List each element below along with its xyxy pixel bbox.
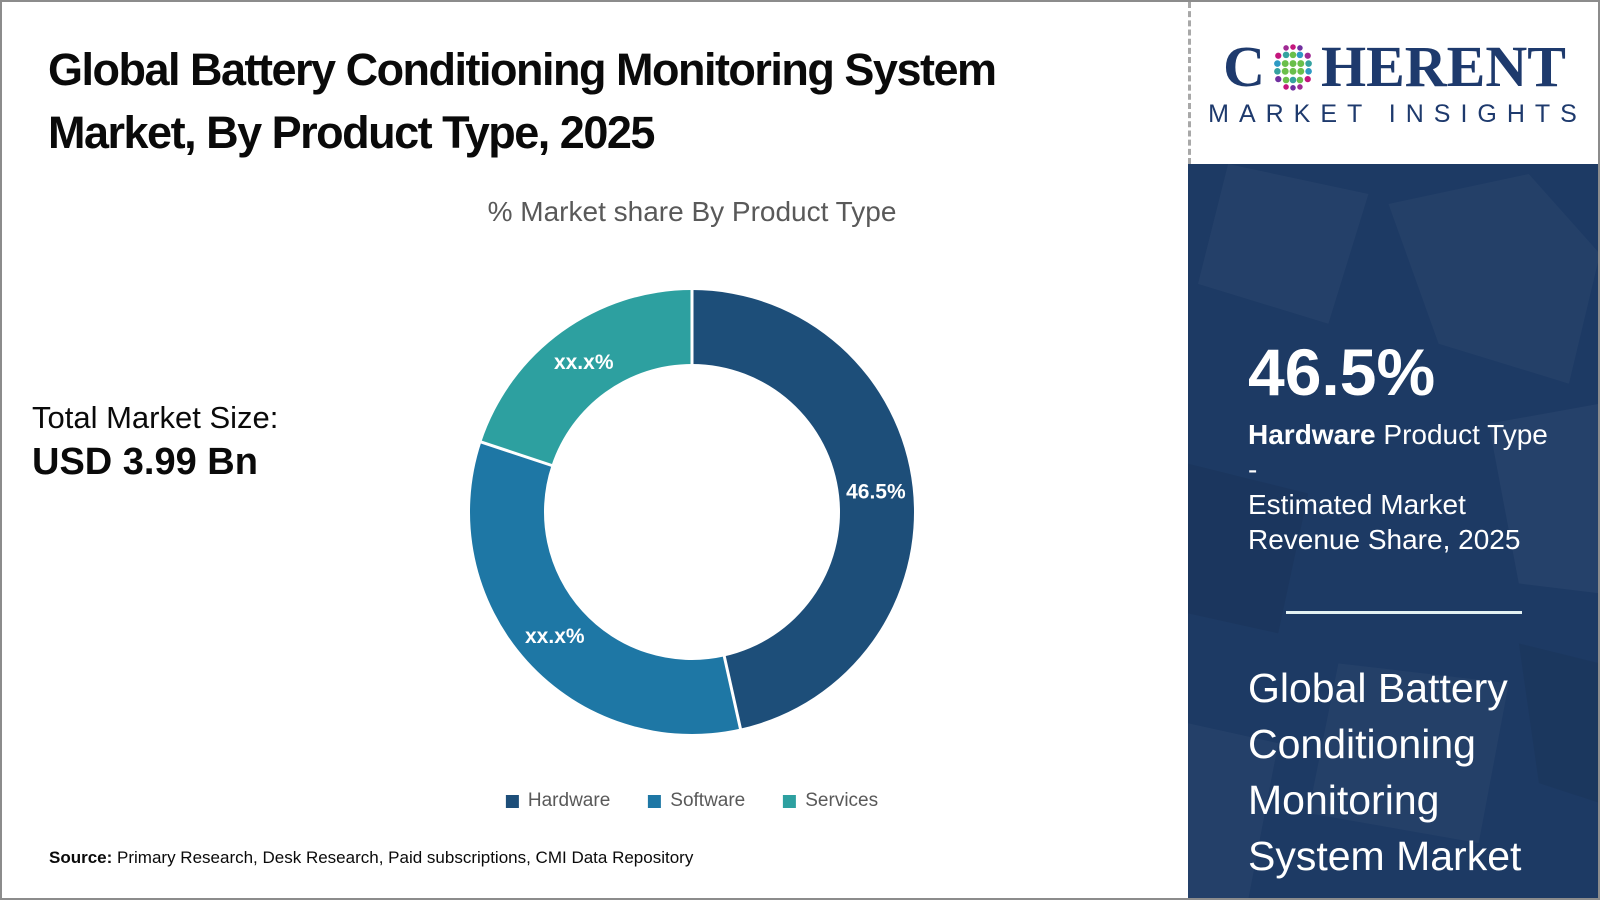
logo-text-start: C: [1223, 33, 1265, 99]
sidebar-market-name-line2: Conditioning: [1248, 721, 1476, 767]
sidebar-stat-label: Hardware Product Type - Estimated Market…: [1248, 417, 1560, 557]
total-market-size-value: USD 3.99 Bn: [32, 441, 258, 483]
total-market-size: Total Market Size: USD 3.99 Bn: [32, 398, 278, 486]
legend-label-services: Services: [805, 790, 879, 811]
source-line: Source: Primary Research, Desk Research,…: [49, 848, 693, 868]
sidebar-stat-label-rest: Product Type -: [1248, 419, 1548, 485]
legend-marker-services: [783, 794, 797, 808]
donut-label-hardware: 46.5%: [846, 481, 906, 504]
legend-label-software: Software: [670, 790, 746, 811]
donut-segment-software: [470, 442, 741, 734]
sidebar-content: 46.5% Hardware Product Type - Estimated …: [1188, 164, 1598, 884]
legend-marker-hardware: [505, 794, 519, 808]
legend-label-hardware: Hardware: [527, 790, 611, 811]
legend-item-software: Software: [648, 790, 745, 812]
sidebar-stat-label-line3: Revenue Share, 2025: [1248, 524, 1521, 555]
logo-text-end: HERENT: [1320, 33, 1566, 99]
donut-segment-services: [481, 290, 692, 466]
donut-label-services: xx.x%: [554, 351, 614, 374]
globe-dots-icon: [1274, 43, 1312, 91]
segment-separator: [478, 440, 554, 468]
segment-separator: [722, 654, 743, 731]
main-chart-area: Global Battery Conditioning Monitoring S…: [2, 2, 1188, 898]
chart-legend: Hardware Software Services: [505, 790, 878, 812]
sidebar-market-name-line1: Global Battery: [1248, 665, 1508, 711]
total-market-size-label: Total Market Size:: [32, 400, 279, 435]
sidebar-market-name: Global Battery Conditioning Monitoring S…: [1248, 660, 1560, 884]
legend-item-hardware: Hardware: [505, 790, 611, 812]
page-title: Global Battery Conditioning Monitoring S…: [48, 38, 1148, 164]
sidebar-stat-label-line2: Estimated Market: [1248, 489, 1466, 520]
sidebar-stat-value: 46.5%: [1248, 335, 1436, 409]
brand-logo-area: C: [1188, 2, 1598, 164]
legend-item-services: Services: [783, 790, 878, 812]
sidebar-market-name-line4: System Market: [1248, 833, 1522, 879]
brand-logo: C: [1223, 33, 1566, 99]
source-prefix: Source:: [49, 848, 113, 867]
sidebar-stat-label-bold: Hardware: [1248, 419, 1376, 450]
page-title-line2: Market, By Product Type, 2025: [48, 107, 655, 158]
donut-chart: 46.5% xx.x% xx.x%: [467, 287, 917, 737]
chart-subtitle: % Market share By Product Type: [487, 196, 897, 227]
logo-subtitle: MARKET INSIGHTS: [1208, 99, 1587, 128]
map-texture: [1188, 404, 1598, 803]
highlight-sidebar: 46.5% Hardware Product Type - Estimated …: [1188, 164, 1598, 898]
legend-marker-software: [648, 794, 662, 808]
donut-segment-hardware: [692, 290, 915, 729]
source-text: Primary Research, Desk Research, Paid su…: [112, 848, 694, 867]
donut-chart-svg: 46.5% xx.x% xx.x%: [470, 288, 915, 734]
page-title-line1: Global Battery Conditioning Monitoring S…: [48, 44, 997, 95]
donut-label-software: xx.x%: [525, 625, 585, 648]
sidebar-market-name-line3: Monitoring: [1248, 777, 1440, 823]
sidebar-divider: [1286, 611, 1522, 614]
